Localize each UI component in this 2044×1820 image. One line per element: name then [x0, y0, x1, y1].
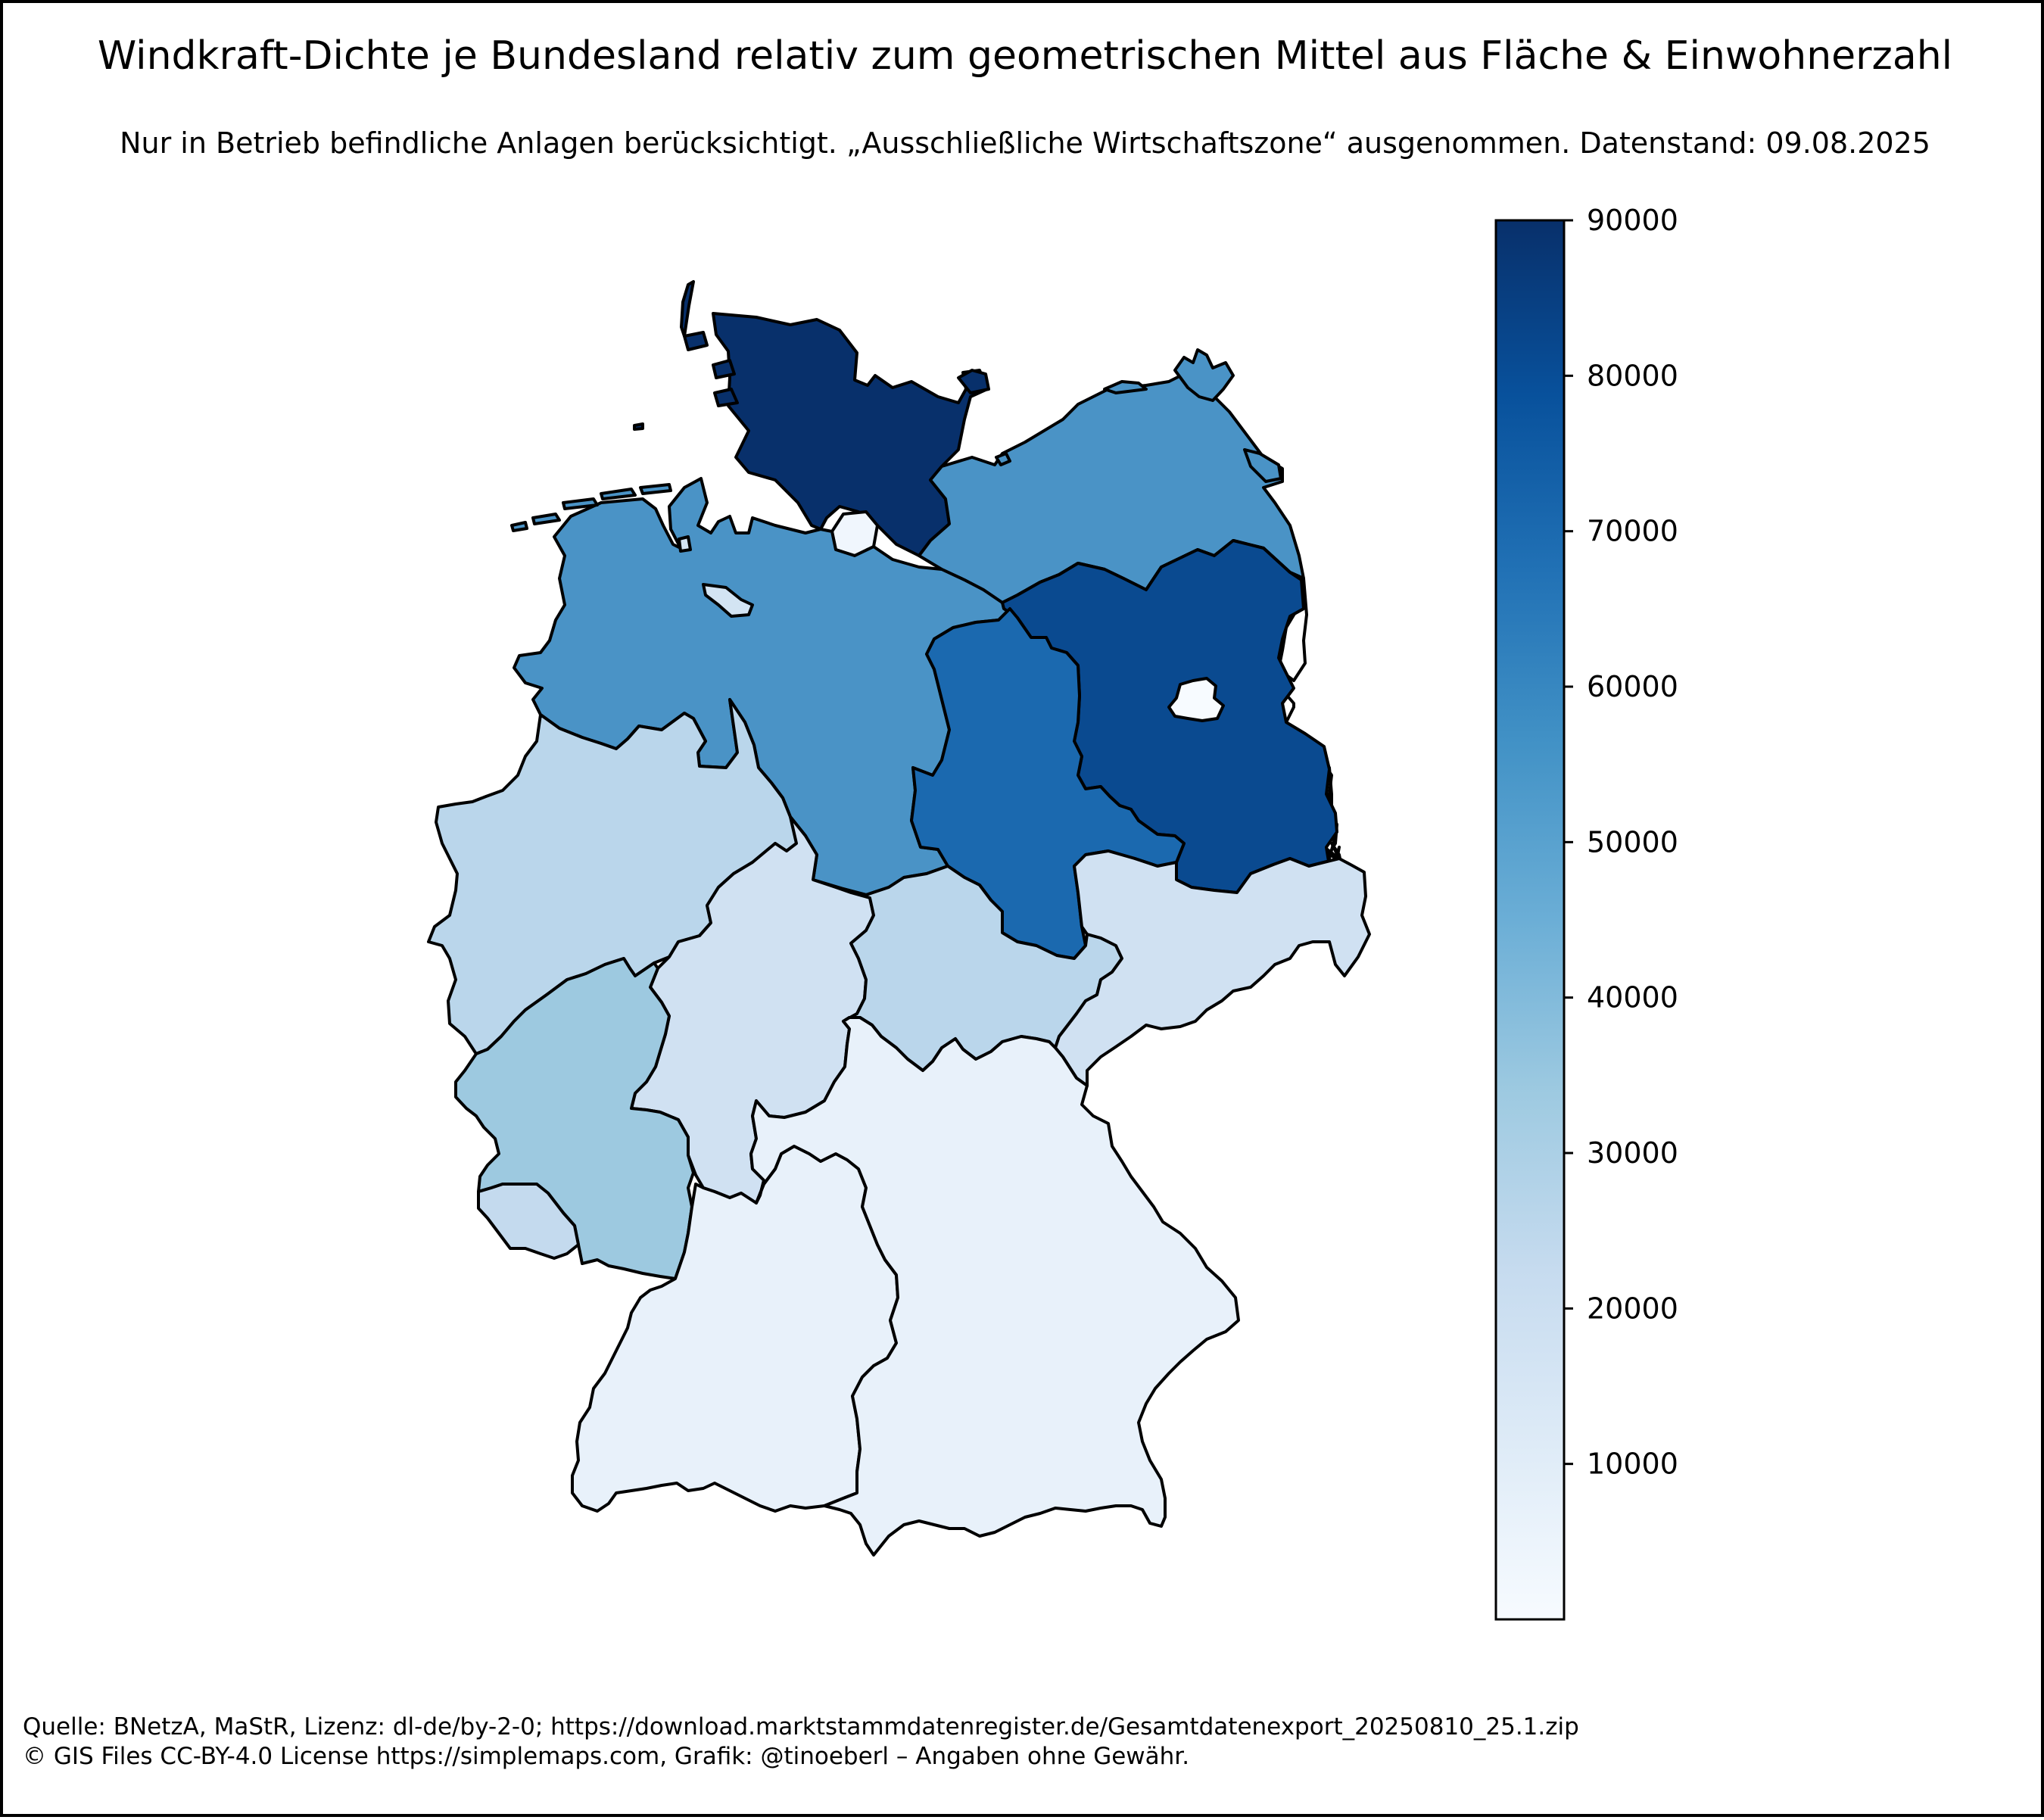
colorbar-tick-label-50000: 50000 [1587, 825, 1678, 859]
region-bayern[interactable] [749, 1016, 1240, 1557]
region-niedersachsen-east-frisian-islands [510, 483, 672, 532]
colorbar-tick-label-80000: 80000 [1587, 359, 1678, 392]
footer-line-1: Quelle: BNetzA, MaStR, Lizenz: dl-de/by-… [23, 1713, 1579, 1741]
colorbar-tick-label-30000: 30000 [1587, 1136, 1678, 1170]
region-saarland[interactable] [477, 1183, 580, 1260]
region-schleswig-holstein-island-foehr [683, 331, 709, 351]
colorbar-tick-label-20000: 20000 [1587, 1292, 1678, 1325]
region-bremen[interactable] [702, 583, 754, 618]
region-schleswig-holstein-island-pellworm [712, 359, 736, 379]
chart-title: Windkraft-Dichte je Bundesland relativ z… [97, 33, 1953, 79]
region-rheinland-pfalz[interactable] [454, 957, 695, 1280]
region-mv-peninsula-darss [1103, 380, 1148, 394]
region-schleswig-holstein-island-fehmarn [957, 369, 990, 394]
colorbar-ticks: 10000 20000 30000 40000 50000 60000 70000 80000… [1564, 204, 1678, 1481]
region-sachsen[interactable] [1054, 849, 1371, 1087]
region-helgoland [633, 422, 644, 431]
footer-line-2: © GIS Files CC-BY-4.0 License https://si… [23, 1743, 1190, 1770]
colorbar-tick-label-40000: 40000 [1587, 981, 1678, 1014]
region-schleswig-holstein-island-nordstrand [713, 388, 739, 407]
colorbar: 10000 20000 30000 40000 50000 60000 70000 80000… [1494, 204, 1678, 1621]
region-bremerhaven [678, 535, 692, 553]
colorbar-tick-label-70000: 70000 [1587, 515, 1678, 548]
region-berlin[interactable] [1167, 677, 1225, 722]
footer-source: Quelle: BNetzA, MaStR, Lizenz: dl-de/by-… [23, 1712, 1579, 1772]
colorbar-tick-label-90000: 90000 [1587, 204, 1678, 237]
chart-subtitle: Nur in Betrieb befindliche Anlagen berüc… [120, 126, 1930, 160]
colorbar-tick-label-60000: 60000 [1587, 670, 1678, 703]
germany-map [427, 280, 1371, 1557]
region-mv-island-poel [995, 452, 1011, 466]
region-mv-island-ruegen [1173, 348, 1235, 402]
colorbar-tick-label-10000: 10000 [1587, 1448, 1678, 1481]
colorbar-scale [1494, 219, 1566, 1621]
region-mv-island-usedom [1243, 448, 1282, 483]
